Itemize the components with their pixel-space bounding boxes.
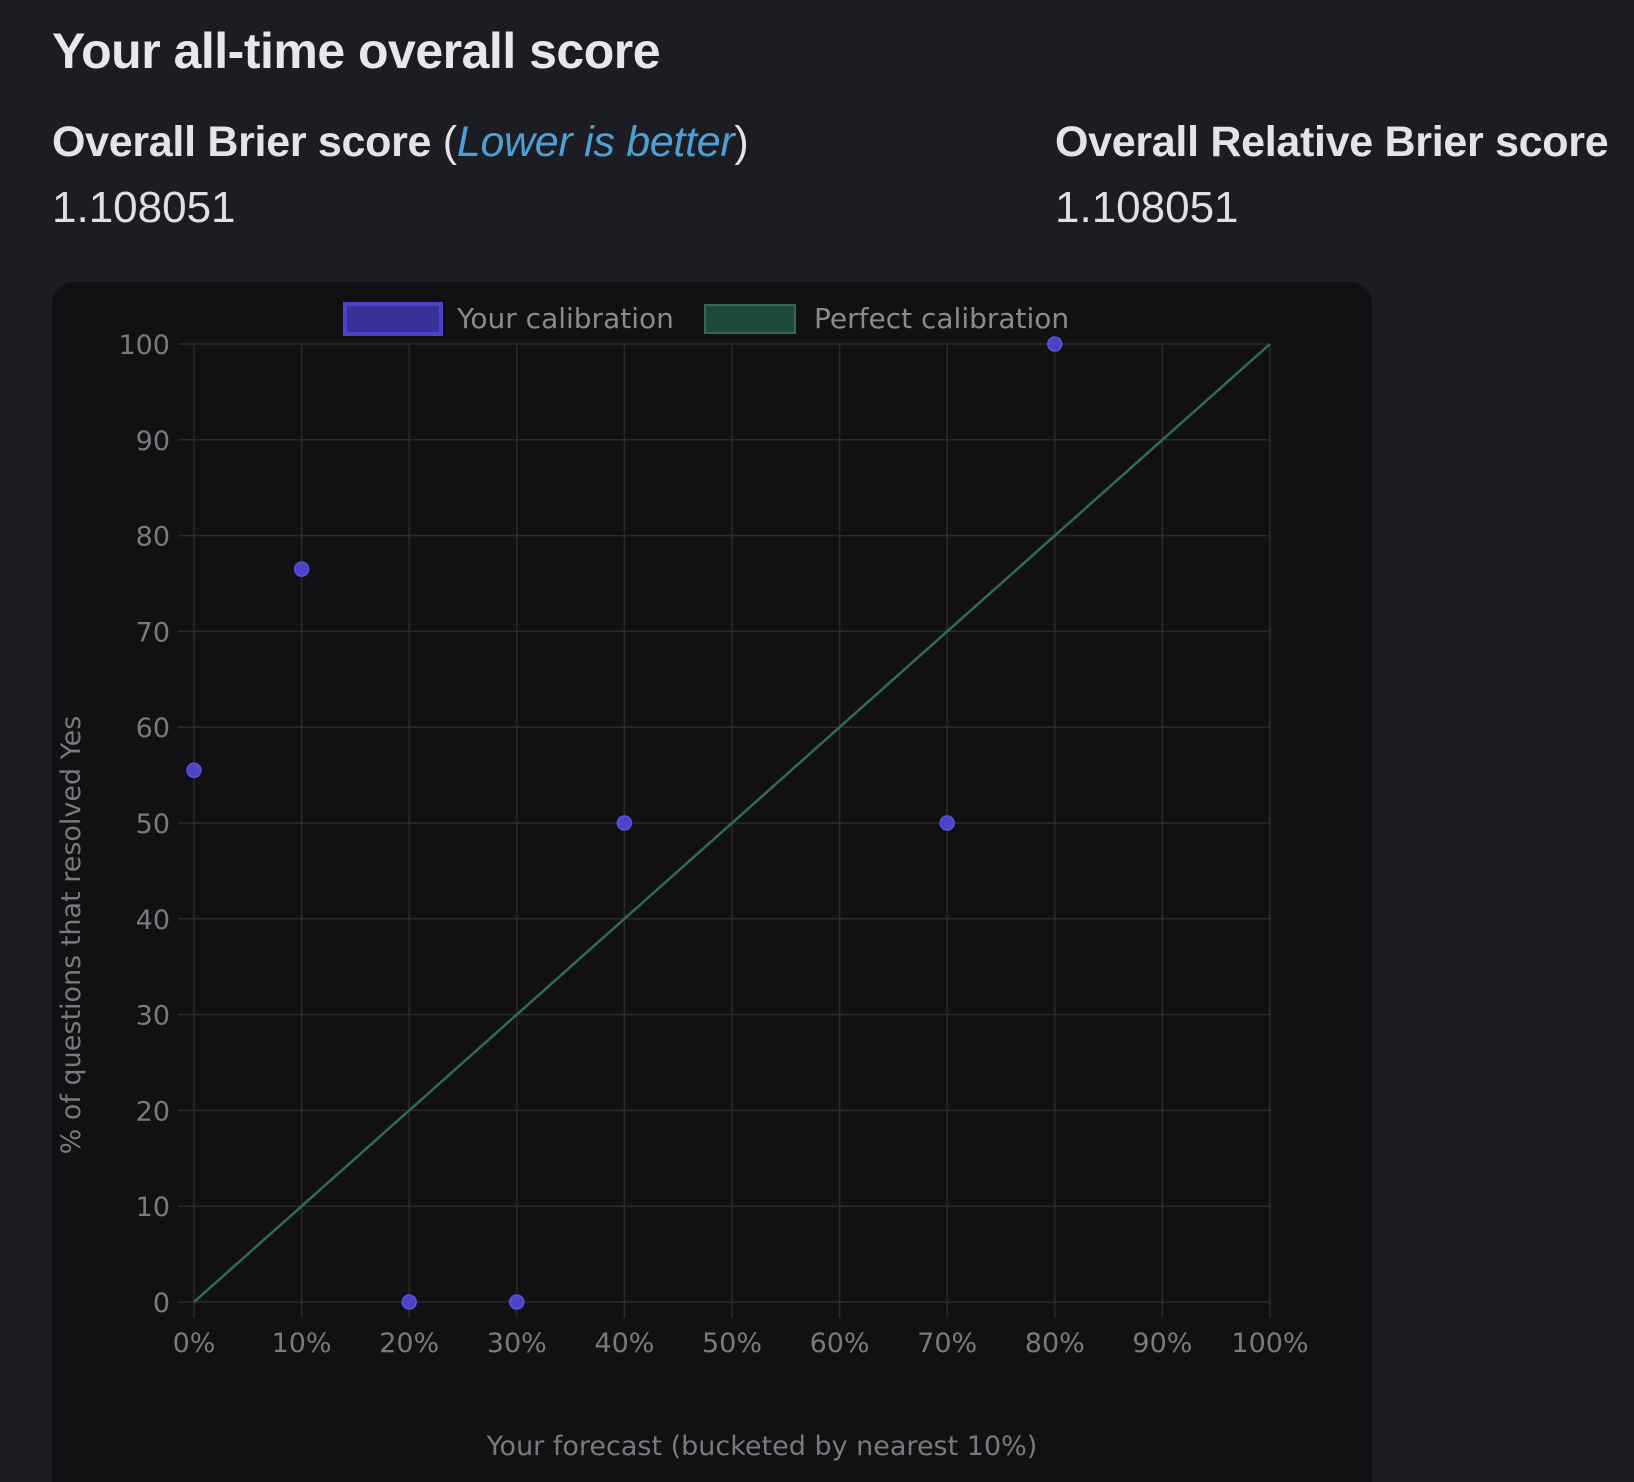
brier-score-label: Overall Brier score (Lower is better): [52, 118, 749, 167]
x-tick-label: 70%: [917, 1328, 977, 1359]
y-tick-label: 30: [136, 1001, 170, 1032]
calibration-point: [293, 561, 310, 577]
lower-is-better-link[interactable]: Lower is better: [456, 118, 735, 166]
page-title: Your all-time overall score: [52, 23, 661, 79]
calibration-point: [939, 815, 955, 831]
y-axis-ticks: 0 10 20 30 40 50 60 70 80 90 100: [118, 330, 170, 1319]
y-tick-label: 20: [136, 1096, 170, 1127]
perfect-calibration-line: [193, 343, 1271, 1303]
y-tick-label: 10: [136, 1192, 170, 1223]
legend-swatch-perfect-calibration: [704, 304, 796, 334]
x-tick-label: 90%: [1132, 1328, 1192, 1359]
x-tick-label: 0%: [173, 1328, 216, 1359]
x-tick-label: 10%: [272, 1328, 332, 1359]
x-tick-label: 30%: [487, 1328, 547, 1359]
y-tick-label: 90: [136, 426, 170, 457]
calibration-point: [186, 762, 202, 779]
legend-label-your-calibration[interactable]: Your calibration: [456, 302, 674, 335]
relative-brier-score-value: 1.108051: [1055, 183, 1239, 232]
calibration-chart: 0 10 20 30 40 50 60 70 80 90 100 0% 10% 20% 30% 40% 50%…: [56, 302, 1309, 1462]
x-tick-label: 40%: [594, 1328, 654, 1359]
y-tick-label: 50: [136, 809, 170, 840]
chart-grid: [178, 343, 1271, 1318]
y-tick-label: 60: [136, 713, 170, 744]
your-calibration-points: [186, 336, 1063, 1310]
x-tick-label: 20%: [379, 1328, 439, 1359]
calibration-point: [616, 815, 633, 831]
y-tick-label: 80: [136, 522, 170, 553]
brier-score-value: 1.108051: [52, 183, 236, 232]
y-tick-label: 70: [136, 617, 170, 648]
x-axis-label: Your forecast (bucketed by nearest 10%): [486, 1431, 1038, 1462]
x-axis-ticks: 0% 10% 20% 30% 40% 50% 60% 70% 80% 90% 100%: [173, 1328, 1309, 1359]
perfect-calibration-line-group: [193, 343, 1271, 1303]
y-tick-label: 100: [118, 330, 170, 361]
y-tick-label: 0: [153, 1288, 170, 1319]
calibration-point: [401, 1294, 417, 1310]
x-tick-label: 50%: [702, 1328, 762, 1359]
x-tick-label: 100%: [1231, 1328, 1308, 1359]
y-axis-label: % of questions that resolved Yes: [56, 716, 87, 1155]
y-tick-label: 40: [136, 905, 170, 936]
brier-score-label-text: Overall Brier score: [52, 118, 432, 166]
relative-brier-score-block: Overall Relative Brier score 1.108051: [1055, 118, 1609, 233]
chart-legend[interactable]: Your calibration Perfect calibration: [343, 302, 1069, 336]
x-tick-label: 80%: [1025, 1328, 1085, 1359]
brier-score-block: Overall Brier score (Lower is better) 1.…: [52, 118, 749, 233]
calibration-point: [509, 1294, 525, 1310]
calibration-chart-card: 0 10 20 30 40 50 60 70 80 90 100 0% 10% 20% 30% 40% 50%…: [52, 282, 1372, 1482]
x-tick-label: 60%: [810, 1328, 870, 1359]
legend-label-perfect-calibration[interactable]: Perfect calibration: [814, 302, 1069, 335]
open-paren: (: [442, 118, 457, 166]
relative-brier-score-label: Overall Relative Brier score: [1055, 118, 1609, 166]
close-paren: ): [734, 118, 749, 166]
calibration-point: [1047, 336, 1063, 352]
legend-swatch-your-calibration: [343, 302, 443, 336]
